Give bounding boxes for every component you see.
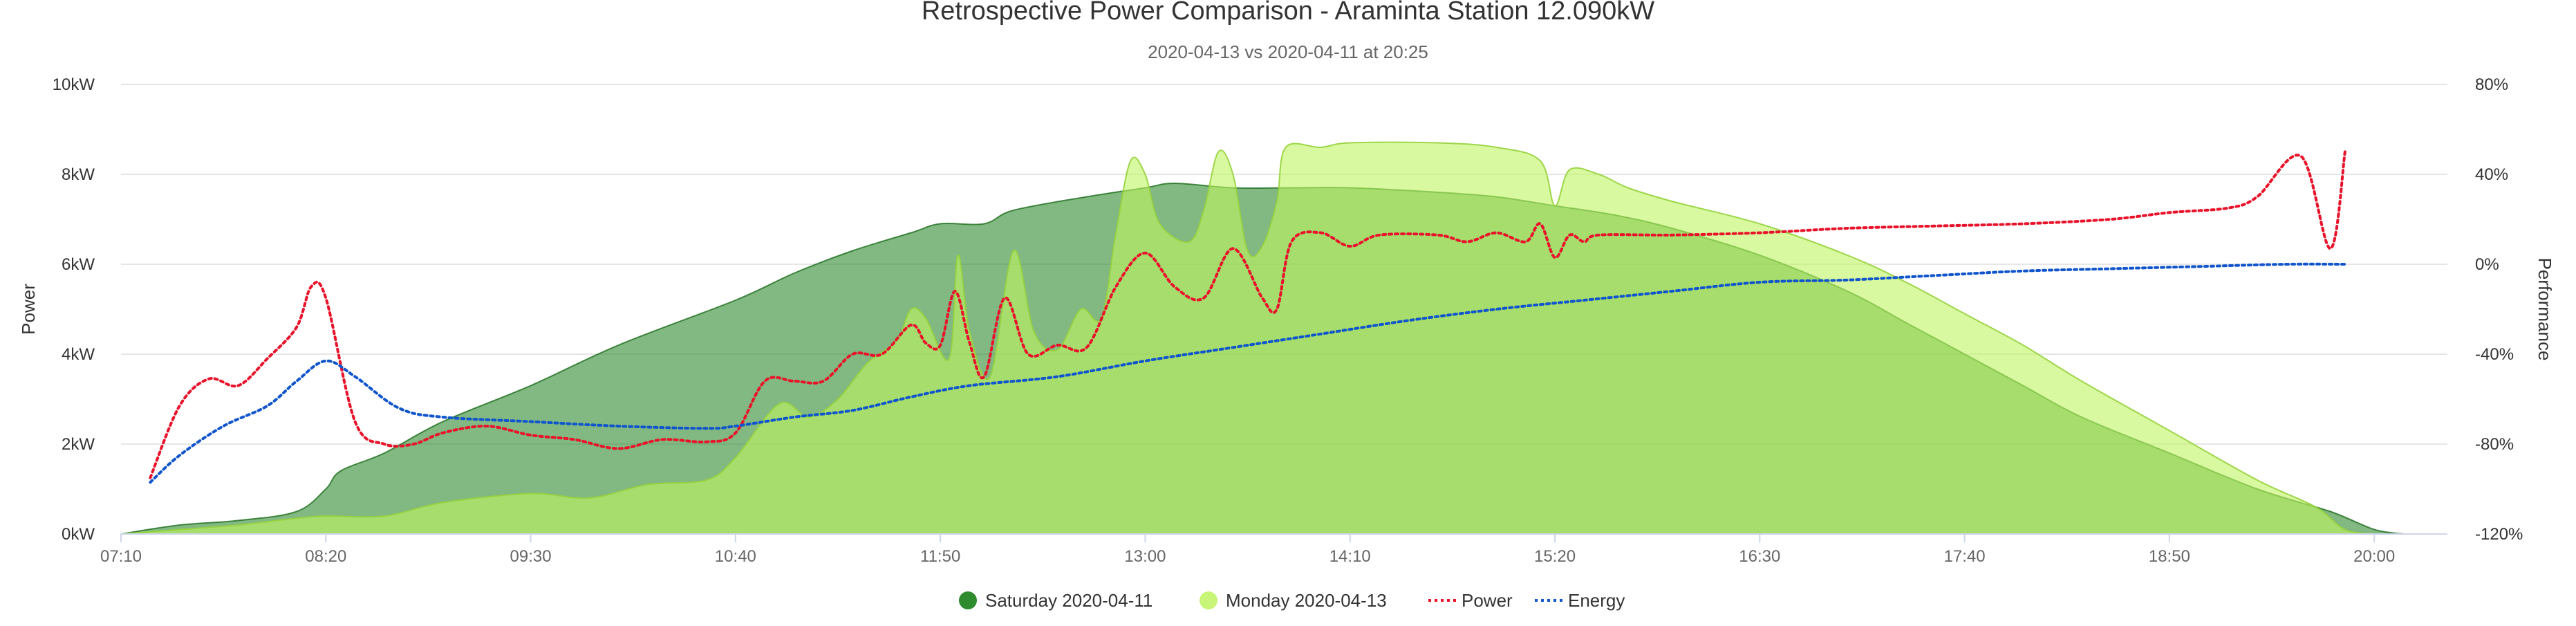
x-tick-label: 08:20: [305, 547, 346, 566]
y-tick-label-left: 0kW: [62, 525, 95, 544]
x-tick-label: 09:30: [510, 547, 552, 566]
x-axis: 07:10 08:20 09:30 10:40 11:50 13:00 14:10 15:20…: [100, 533, 2447, 566]
y-tick-label-right: -120%: [2475, 525, 2523, 544]
x-tick-label: 18:50: [2149, 547, 2190, 566]
x-tick-label: 14:10: [1329, 547, 1371, 566]
x-tick-label: 11:50: [920, 547, 960, 566]
legend-label-saturday: Saturday 2020-04-11: [985, 590, 1152, 611]
chart-subtitle: 2020-04-13 vs 2020-04-11 at 20:25: [1148, 42, 1428, 62]
line-series: [149, 150, 2346, 484]
line-energy: [149, 262, 2346, 484]
area-fill-monday: [121, 142, 2375, 534]
legend-item-energy[interactable]: Energy: [1535, 590, 1625, 611]
legend-item-monday[interactable]: Monday 2020-04-13: [1200, 590, 1387, 611]
legend-item-power[interactable]: Power: [1428, 590, 1513, 611]
legend-label-power: Power: [1462, 590, 1513, 611]
y-tick-label-right: -40%: [2475, 345, 2514, 364]
area-series: [120, 141, 2404, 535]
y-axis-title-right: Performance: [2535, 258, 2555, 361]
y-tick-label-left: 10kW: [53, 75, 95, 94]
x-tick-label: 20:00: [2353, 547, 2395, 566]
y-axis-left: 0kW 2kW 4kW 6kW 8kW 10kW: [53, 75, 95, 544]
legend-item-saturday[interactable]: Saturday 2020-04-11: [959, 590, 1152, 611]
y-tick-label-left: 8kW: [62, 165, 95, 184]
chart-title: Retrospective Power Comparison - Aramint…: [922, 0, 1654, 26]
y-tick-label-left: 6kW: [62, 255, 95, 274]
y-tick-label-right: -80%: [2475, 435, 2514, 454]
y-tick-label-left: 4kW: [62, 345, 95, 364]
legend-label-energy: Energy: [1568, 590, 1625, 611]
x-tick-label: 15:20: [1534, 547, 1576, 566]
y-tick-label-right: 80%: [2475, 75, 2508, 94]
legend-marker-monday: [1200, 591, 1217, 609]
line-power: [149, 150, 2346, 479]
area-line-monday: [120, 141, 2375, 535]
x-tick-label: 10:40: [715, 547, 756, 566]
y-axis-title-left: Power: [18, 284, 39, 335]
y-tick-label-right: 0%: [2475, 255, 2499, 274]
legend-marker-saturday: [959, 591, 977, 609]
y-tick-label-left: 2kW: [62, 435, 95, 454]
x-tick-label: 16:30: [1739, 547, 1780, 566]
y-tick-label-right: 40%: [2475, 165, 2508, 184]
x-tick-label: 07:10: [100, 547, 142, 566]
legend-label-monday: Monday 2020-04-13: [1226, 590, 1387, 611]
legend: Saturday 2020-04-11 Monday 2020-04-13 Po…: [959, 590, 1625, 611]
y-axis-right: -120% -80% -40% 0% 40% 80%: [2475, 75, 2523, 544]
x-tick-label: 17:40: [1944, 547, 1986, 566]
x-tick-label: 13:00: [1124, 547, 1166, 566]
